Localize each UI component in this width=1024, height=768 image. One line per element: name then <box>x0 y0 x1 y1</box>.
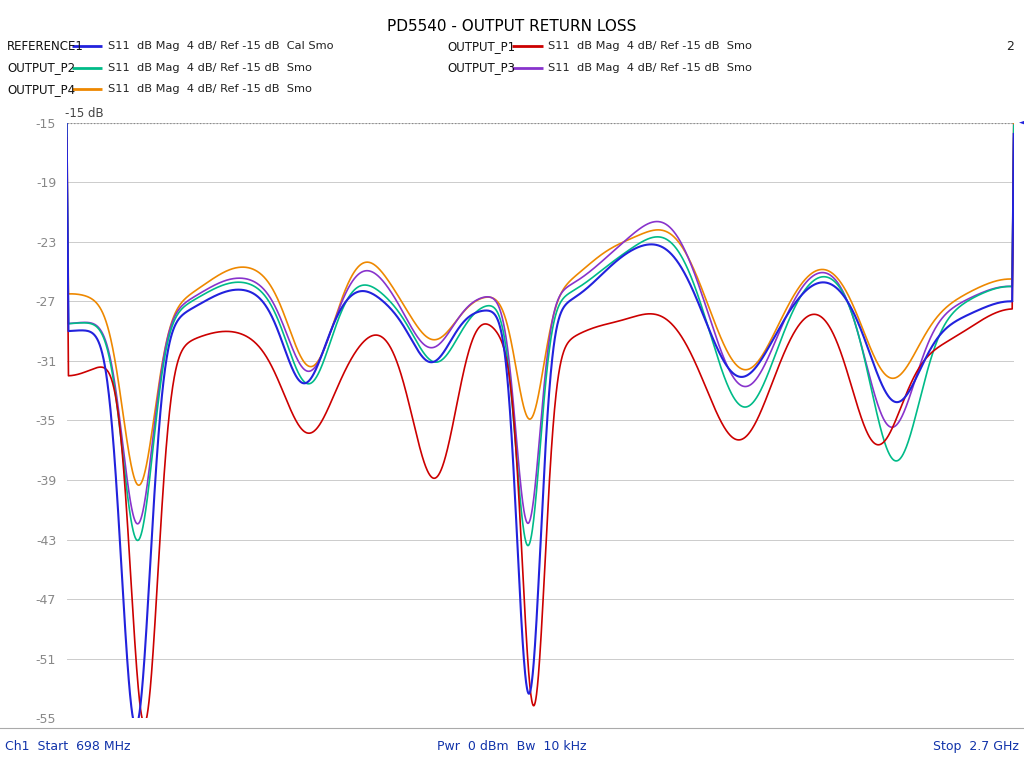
Text: REFERENCE1: REFERENCE1 <box>7 40 84 52</box>
Text: S11  dB Mag  4 dB/ Ref -15 dB  Smo: S11 dB Mag 4 dB/ Ref -15 dB Smo <box>108 62 311 73</box>
Text: OUTPUT_P3: OUTPUT_P3 <box>447 61 515 74</box>
Text: Pwr  0 dBm  Bw  10 kHz: Pwr 0 dBm Bw 10 kHz <box>437 740 587 753</box>
Text: S11  dB Mag  4 dB/ Ref -15 dB  Smo: S11 dB Mag 4 dB/ Ref -15 dB Smo <box>108 84 311 94</box>
Text: S11  dB Mag  4 dB/ Ref -15 dB  Smo: S11 dB Mag 4 dB/ Ref -15 dB Smo <box>548 62 752 73</box>
Text: PD5540 - OUTPUT RETURN LOSS: PD5540 - OUTPUT RETURN LOSS <box>387 19 637 35</box>
Text: Ch1  Start  698 MHz: Ch1 Start 698 MHz <box>5 740 131 753</box>
Text: S11  dB Mag  4 dB/ Ref -15 dB  Cal Smo: S11 dB Mag 4 dB/ Ref -15 dB Cal Smo <box>108 41 333 51</box>
Text: Stop  2.7 GHz: Stop 2.7 GHz <box>933 740 1019 753</box>
Text: OUTPUT_P2: OUTPUT_P2 <box>7 61 76 74</box>
Text: OUTPUT_P1: OUTPUT_P1 <box>447 40 516 52</box>
Text: 2: 2 <box>1006 40 1014 52</box>
Text: S11  dB Mag  4 dB/ Ref -15 dB  Smo: S11 dB Mag 4 dB/ Ref -15 dB Smo <box>548 41 752 51</box>
Text: OUTPUT_P4: OUTPUT_P4 <box>7 83 76 95</box>
Text: ◄: ◄ <box>1019 117 1024 129</box>
Text: -15 dB: -15 dB <box>65 107 103 120</box>
